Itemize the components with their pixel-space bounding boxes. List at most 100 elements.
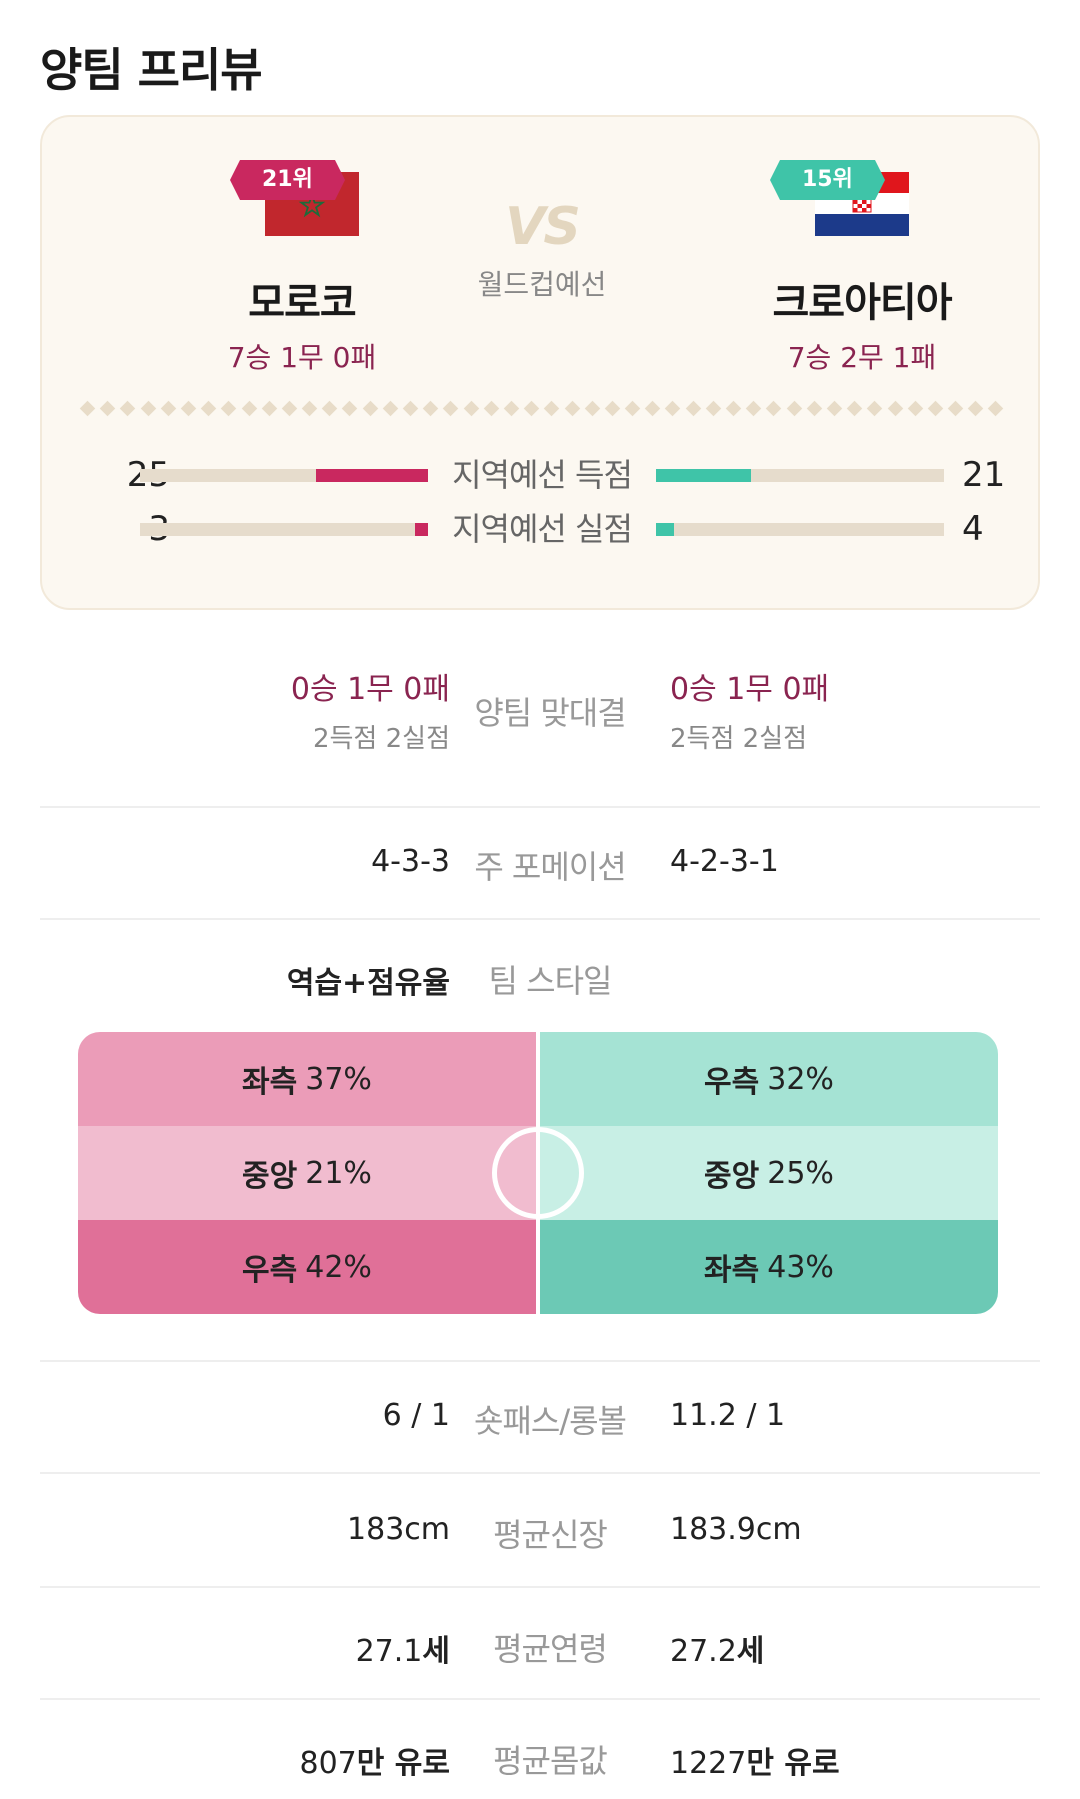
away-team[interactable]: 15위 크로아티아 7승 2무 1패 — [712, 160, 1012, 376]
home-goals-for-fill — [315, 469, 428, 482]
away-formation: 4-2-3-1 — [670, 844, 779, 879]
competition-label: 월드컵예선 — [477, 268, 607, 301]
goals-for-label: 지역예선 득점 — [452, 456, 633, 494]
divider-diamond — [927, 400, 944, 417]
away-flag-wrap: 15위 — [712, 160, 1012, 252]
home-value-unit: 만 유로 — [356, 1746, 450, 1781]
age-row: 27.1세 평균연령 27.2세 — [40, 1588, 1040, 1700]
divider-diamond — [483, 400, 500, 417]
away-attack-zones: 우측 32% 중앙 25% 좌측 43% — [540, 1032, 998, 1314]
away-height: 183.9cm — [670, 1512, 802, 1547]
divider-diamond — [604, 400, 621, 417]
divider-diamond — [342, 400, 358, 417]
away-zone-2-label: 중앙 — [704, 1159, 760, 1194]
divider-diamond — [120, 400, 136, 417]
vs-block: VS 월드컵예선 — [472, 197, 612, 303]
away-age-unit: 세 — [736, 1634, 765, 1669]
divider-diamond — [745, 400, 762, 417]
h2h-label: 양팀 맞대결 — [474, 694, 626, 732]
away-zone-3-pct: 43% — [767, 1249, 834, 1285]
home-zone-1: 좌측 37% — [78, 1032, 536, 1126]
divider-diamond — [544, 400, 560, 417]
field-center-circle — [492, 1127, 584, 1219]
divider-diamond — [402, 400, 419, 417]
away-value-unit: 만 유로 — [746, 1746, 840, 1781]
divider-diamond — [806, 400, 823, 417]
home-team-name: 모로코 — [248, 280, 356, 326]
away-goals-for: 21 — [962, 455, 1006, 495]
divider-diamond — [140, 400, 156, 417]
attack-zone-field: 좌측 37% 중앙 21% 우측 42% 우측 32% 중앙 25% 좌측 43% — [78, 1032, 998, 1314]
home-team[interactable]: 21위 모로코 7승 1무 0패 — [152, 160, 452, 376]
home-attack-zones: 좌측 37% 중앙 21% 우측 42% — [78, 1032, 536, 1314]
diamond-divider — [79, 400, 1004, 417]
divider-diamond — [867, 400, 883, 417]
away-zone-2: 중앙 25% — [540, 1126, 998, 1220]
formation-label: 주 포메이션 — [474, 848, 626, 886]
divider-diamond — [887, 400, 903, 417]
away-goals-for-bar — [656, 469, 944, 482]
divider-diamond — [463, 400, 479, 417]
away-team-name: 크로아티아 — [772, 280, 953, 326]
home-zone-2: 중앙 21% — [78, 1126, 536, 1220]
home-zone-2-pct: 21% — [305, 1155, 372, 1191]
divider-diamond — [200, 400, 217, 417]
home-height: 183cm — [347, 1512, 450, 1547]
height-label: 평균신장 — [493, 1516, 608, 1554]
divider-diamond — [786, 400, 802, 417]
divider-diamond — [685, 400, 701, 417]
home-rank-badge: 21위 — [230, 160, 345, 200]
away-zone-2-pct: 25% — [767, 1155, 834, 1191]
divider-diamond — [947, 400, 964, 417]
home-h2h: 0승 1무 0패 2득점 2실점 — [291, 664, 450, 755]
shotpass-row: 6 / 1 숏패스/롱볼 11.2 / 1 — [40, 1360, 1040, 1474]
home-goals-against-fill — [414, 523, 428, 536]
home-zone-3-label: 우측 — [242, 1253, 298, 1288]
divider-diamond — [503, 400, 520, 417]
away-team-record: 7승 2무 1패 — [787, 341, 937, 374]
page-title: 양팀 프리뷰 — [40, 43, 263, 97]
divider-diamond — [523, 400, 540, 417]
divider-diamond — [301, 400, 318, 417]
divider-diamond — [180, 400, 197, 417]
team-style-row: 역습+점유율 팀 스타일 — [40, 920, 1040, 1020]
home-zone-1-label: 좌측 — [242, 1065, 298, 1100]
away-goals-against: 4 — [962, 509, 984, 549]
away-shotpass: 11.2 / 1 — [670, 1398, 786, 1433]
divider-diamond — [826, 400, 843, 417]
away-zone-1: 우측 32% — [540, 1032, 998, 1126]
home-flag-wrap: 21위 — [152, 160, 452, 252]
home-value: 807만 유로 — [299, 1738, 450, 1782]
divider-diamond — [321, 400, 338, 417]
divider-diamond — [362, 400, 378, 417]
away-h2h: 0승 1무 0패 2득점 2실점 — [670, 664, 829, 755]
divider-diamond — [644, 400, 661, 417]
home-age-unit: 세 — [422, 1634, 450, 1669]
home-goals-against-bar — [140, 523, 428, 536]
away-value: 1227만 유로 — [670, 1738, 840, 1782]
away-h2h-record: 0승 1무 0패 — [670, 672, 830, 707]
divider-diamond — [766, 400, 782, 417]
value-row: 807만 유로 평균몸값 1227만 유로 — [40, 1700, 1040, 1799]
vs-mark: VS — [505, 197, 581, 257]
value-label: 평균몸값 — [493, 1742, 608, 1780]
away-zone-3: 좌측 43% — [540, 1220, 998, 1314]
divider-diamond — [382, 400, 399, 417]
home-age-num: 27.1 — [355, 1634, 423, 1669]
home-team-record: 7승 1무 0패 — [227, 341, 377, 374]
divider-diamond — [907, 400, 923, 417]
divider-diamond — [846, 400, 863, 417]
formation-row: 4-3-3 주 포메이션 4-2-3-1 — [40, 808, 1040, 920]
match-preview-card: 21위 모로코 7승 1무 0패 VS 월드컵예선 — [40, 115, 1040, 610]
divider-diamond — [705, 400, 722, 417]
divider-diamond — [967, 400, 984, 417]
divider-diamond — [443, 400, 459, 417]
divider-diamond — [241, 400, 257, 417]
age-label: 평균연령 — [493, 1630, 608, 1668]
home-formation: 4-3-3 — [371, 844, 450, 879]
home-zone-1-pct: 37% — [305, 1061, 372, 1097]
divider-diamond — [281, 400, 298, 417]
away-age: 27.2세 — [670, 1626, 764, 1670]
stat-row-goals-for: 25 지역예선 득점 21 — [42, 455, 1042, 495]
away-goals-against-bar — [656, 523, 944, 536]
